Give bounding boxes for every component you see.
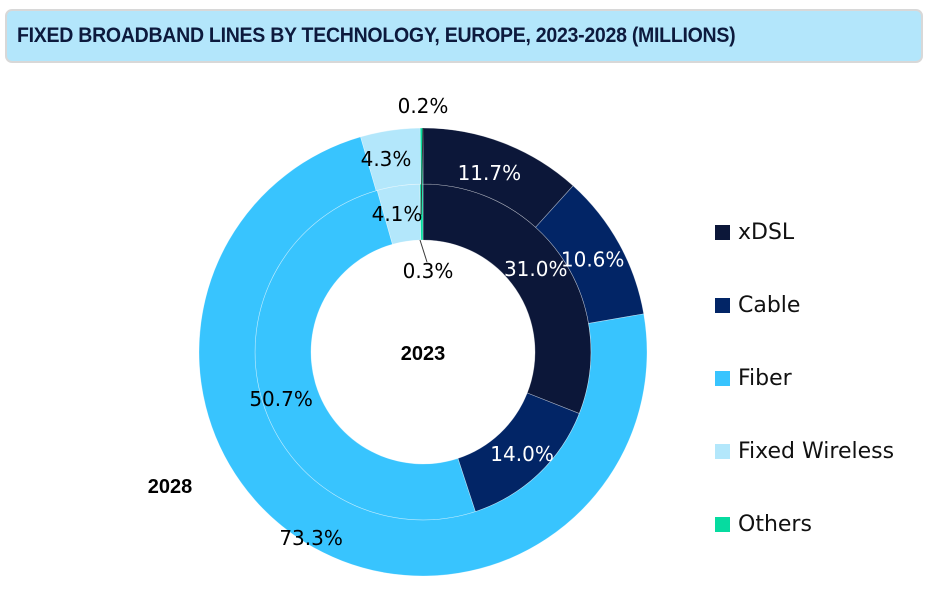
legend: xDSL Cable Fiber Fixed Wireless Others — [715, 196, 894, 561]
data-label-2028-fixed-wireless: 4.3% — [361, 147, 412, 171]
data-label-2023-fiber: 50.7% — [249, 387, 313, 411]
legend-label: xDSL — [738, 220, 795, 245]
legend-swatch-others — [715, 517, 730, 532]
legend-label: Cable — [738, 293, 801, 318]
data-label-2023-cable: 14.0% — [490, 442, 554, 466]
legend-label: Fixed Wireless — [738, 439, 895, 464]
legend-item-fixed-wireless[interactable]: Fixed Wireless — [715, 415, 894, 488]
legend-swatch-fixed-wireless — [715, 444, 730, 459]
data-label-2028-cable: 10.6% — [561, 247, 625, 271]
data-label-2023-fixed-wireless: 4.1% — [372, 202, 423, 226]
legend-label: Fiber — [738, 366, 792, 391]
legend-item-cable[interactable]: Cable — [715, 269, 894, 342]
leader-line-2028-others — [420, 127, 424, 216]
legend-swatch-fiber — [715, 371, 730, 386]
legend-swatch-cable — [715, 298, 730, 313]
chart-title: FIXED BROADBAND LINES BY TECHNOLOGY, EUR… — [17, 24, 736, 47]
legend-item-others[interactable]: Others — [715, 488, 894, 561]
outer-year-label: 2028 — [148, 476, 193, 498]
legend-item-xdsl[interactable]: xDSL — [715, 196, 894, 269]
leader-line-2023-others — [419, 239, 428, 263]
data-label-2028-xdsl: 11.7% — [458, 161, 522, 185]
legend-swatch-xdsl — [715, 225, 730, 240]
slice-2028-fiber[interactable] — [198, 136, 648, 577]
data-label-2028-others: 0.2% — [398, 94, 449, 118]
legend-item-fiber[interactable]: Fiber — [715, 342, 894, 415]
chart-title-bar: FIXED BROADBAND LINES BY TECHNOLOGY, EUR… — [5, 9, 923, 63]
legend-label: Others — [738, 512, 812, 537]
data-label-2023-xdsl: 31.0% — [504, 257, 568, 281]
data-label-2028-fiber: 73.3% — [279, 526, 343, 550]
center-year-label: 2023 — [401, 343, 446, 365]
data-label-2023-others: 0.3% — [403, 259, 454, 283]
